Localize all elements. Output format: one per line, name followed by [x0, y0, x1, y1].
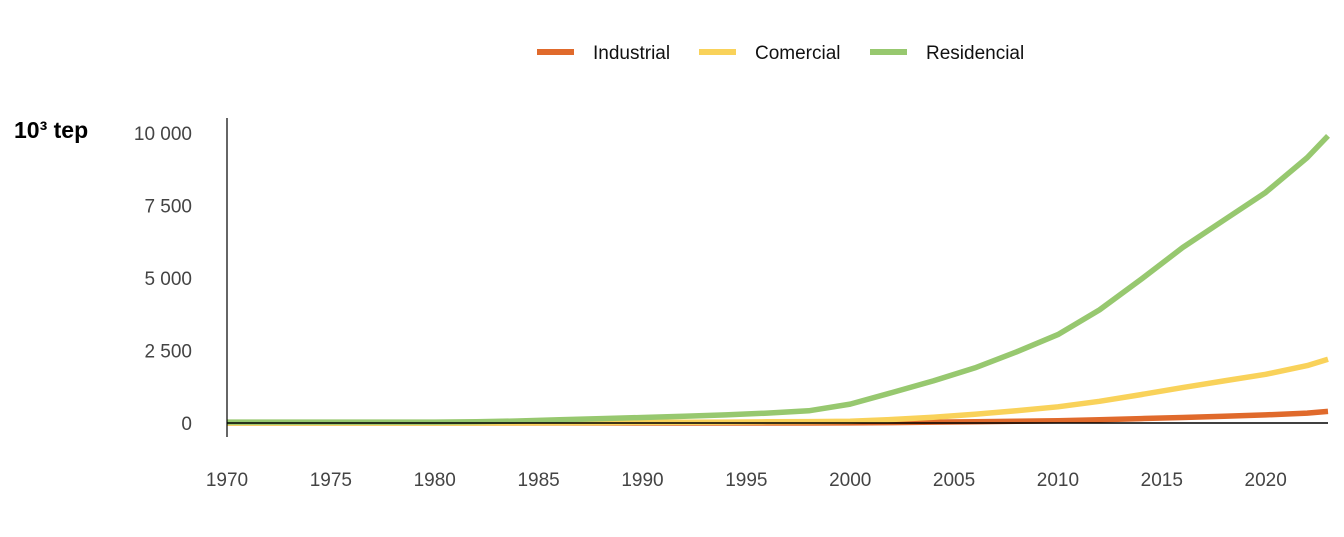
x-tick-label: 2005 [933, 470, 975, 491]
x-tick-label: 2000 [829, 470, 871, 491]
x-tick-label: 1975 [310, 470, 352, 491]
x-tick-label: 1995 [725, 470, 767, 491]
x-tick-label: 1970 [206, 470, 248, 491]
x-tick-labels: 1970 1975 1980 1985 1990 1995 2000 2005 2010 2015… [206, 470, 1287, 491]
x-tick-label: 1990 [621, 470, 663, 491]
y-tick-label: 0 [181, 414, 192, 435]
x-tick-label: 1985 [517, 470, 559, 491]
x-tick-label: 2015 [1141, 470, 1183, 491]
legend-label-residencial: Residencial [926, 43, 1024, 64]
series-lines [227, 133, 1330, 426]
legend: Industrial Comercial Residencial [537, 43, 1024, 64]
y-tick-labels: 0 2 500 5 000 7 500 10 000 [134, 124, 192, 435]
legend-label-industrial: Industrial [593, 43, 670, 64]
y-tick-label: 5 000 [144, 269, 192, 290]
y-axis-unit-label: 10³ tep [14, 117, 88, 143]
legend-label-comercial: Comercial [755, 43, 841, 64]
x-tick-label: 1980 [414, 470, 456, 491]
y-tick-label: 7 500 [144, 197, 192, 218]
y-tick-label: 10 000 [134, 124, 192, 145]
x-tick-label: 2020 [1245, 470, 1287, 491]
series-line-residencial [227, 133, 1330, 425]
x-tick-label: 2010 [1037, 470, 1079, 491]
y-tick-label: 2 500 [144, 342, 192, 363]
